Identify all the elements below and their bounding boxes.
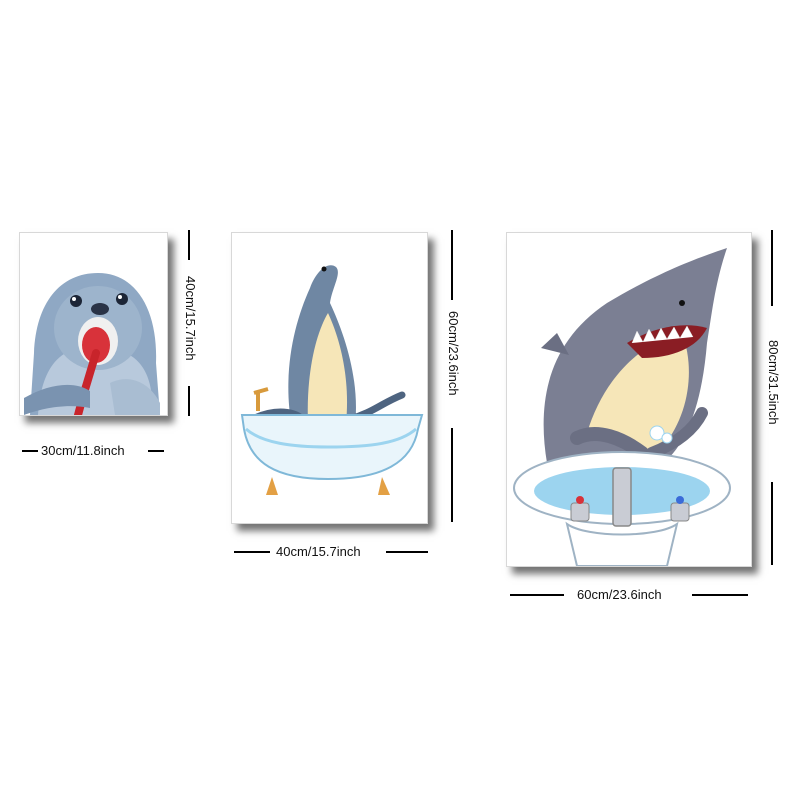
panel-1-height-label: 40cm/15.7inch <box>183 276 198 361</box>
height-line-bottom <box>771 482 773 565</box>
width-line-left <box>510 594 564 596</box>
panel-seal-toothbrush <box>19 232 168 416</box>
width-line-right <box>148 450 164 452</box>
sea-lion-bathtub-icon <box>240 265 424 495</box>
width-line-left <box>234 551 270 553</box>
width-line-left <box>22 450 38 452</box>
panel-2-width-label: 40cm/15.7inch <box>276 544 361 559</box>
panel-shark-sink <box>506 232 752 567</box>
panel-1-width-label: 30cm/11.8inch <box>41 443 125 458</box>
panel-sea-lion-bathtub <box>231 232 428 524</box>
panel-2-height-label: 60cm/23.6inch <box>446 311 461 396</box>
width-line-right <box>386 551 428 553</box>
panel-3-height-label: 80cm/31.5inch <box>766 340 781 425</box>
height-line-top <box>771 230 773 306</box>
height-line-top <box>451 230 453 300</box>
height-line-bottom <box>188 386 190 416</box>
panel-3-width-label: 60cm/23.6inch <box>577 587 662 602</box>
shark-washing-hands-icon <box>513 248 731 566</box>
seal-brushing-teeth-icon <box>24 273 160 415</box>
height-line-bottom <box>451 428 453 522</box>
height-line-top <box>188 230 190 260</box>
width-line-right <box>692 594 748 596</box>
